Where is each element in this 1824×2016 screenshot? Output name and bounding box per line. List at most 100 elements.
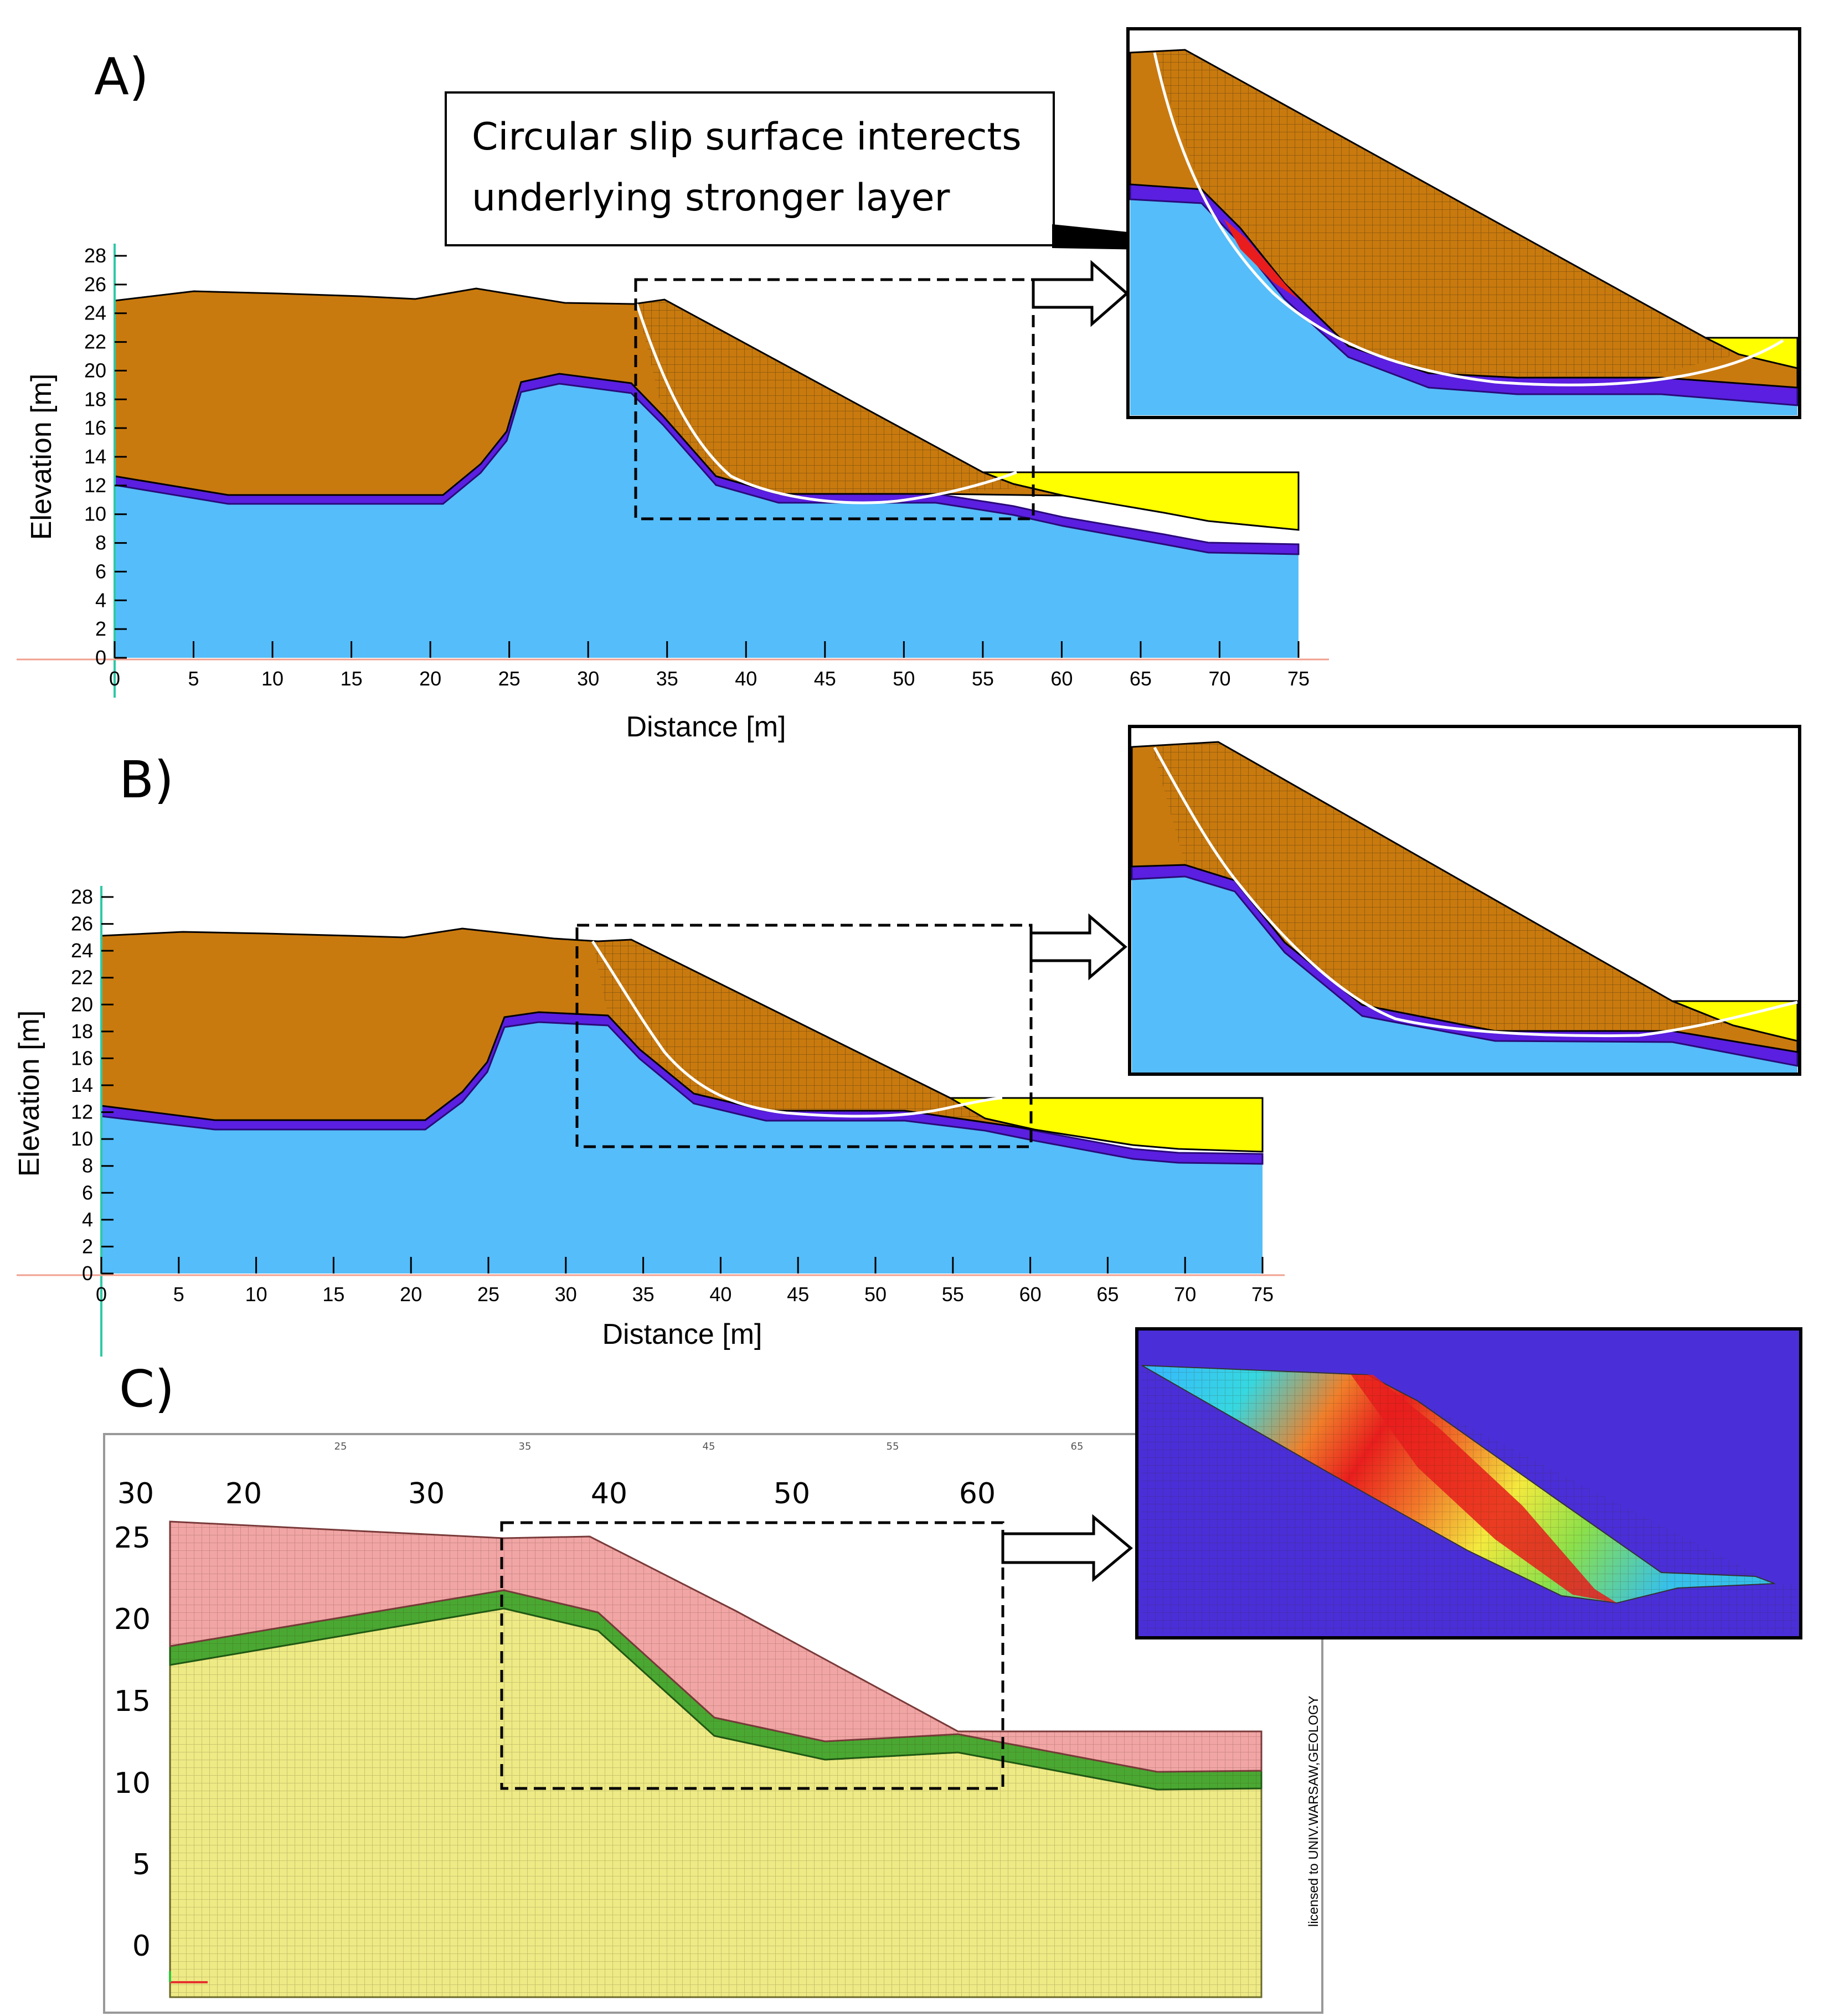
panel-a-y-tick-label: 28 — [84, 244, 106, 267]
inset-a-bedrock — [1130, 199, 1797, 415]
panel-c-left-label: 10 — [114, 1767, 151, 1800]
panel-b-y-tick-label: 22 — [71, 966, 93, 989]
panel-a-x-tick-label: 0 — [109, 667, 120, 690]
panel-b-x-tick-label: 30 — [555, 1283, 577, 1306]
panel-a-x-tick-label: 15 — [341, 667, 363, 690]
inset-b-slip-surface — [1153, 746, 1798, 1038]
inset-c-mesh-grid — [1142, 1365, 1797, 1633]
panel-a-bedrock — [115, 384, 1299, 658]
panel-a-y-tick-label: 8 — [95, 532, 106, 554]
panel-a-x-tick-label: 10 — [261, 667, 284, 690]
panel-b-x-tick-label: 45 — [787, 1283, 809, 1306]
panel-b-x-tick-label: 25 — [477, 1283, 499, 1306]
panel-c-left-label: 15 — [114, 1685, 151, 1718]
panel-a-x-tick-label: 75 — [1287, 667, 1310, 690]
panel-a-y-tick-label: 24 — [84, 302, 106, 324]
panel-b-x-tick-label: 5 — [173, 1283, 184, 1306]
panel-b-slip-surface — [591, 940, 1003, 1118]
panel-a-x-tick-label: 70 — [1208, 667, 1230, 690]
panel-a-x-tick-label: 35 — [656, 667, 678, 690]
panel-c-top-minor-label: 25 — [334, 1441, 347, 1452]
panel-a-slip-surface — [635, 303, 1017, 504]
panel-b-x-tick-label: 50 — [864, 1283, 887, 1306]
panel-c-left-label: 0 — [132, 1930, 151, 1963]
panel-b-chart: 0 5 10 15 20 25 30 35 40 45 50 55 60 65 70 75 024681012… — [13, 885, 1285, 1357]
inset-c — [1135, 1327, 1802, 1639]
panel-b-x-tick-label: 70 — [1174, 1283, 1196, 1306]
panel-c-top-label: 60 — [959, 1477, 996, 1510]
panel-b-x-tick-label: 10 — [245, 1283, 267, 1306]
panel-a-slice-hatching — [637, 300, 1030, 494]
panel-a-x-ticks: 0 5 10 15 20 25 30 35 40 45 50 55 60 65 70 75 — [109, 641, 1310, 690]
panel-a-y-tick-label: 2 — [95, 617, 106, 640]
panel-b-y-tick-label: 18 — [71, 1020, 93, 1043]
panel-a-y-tick-label: 18 — [84, 388, 106, 410]
panel-b-x-tick-label: 65 — [1096, 1283, 1119, 1306]
panel-b-zoom-arrow[interactable] — [1029, 913, 1127, 981]
inset-a-slice-hatching — [1152, 50, 1739, 378]
panel-c-left-axis: 25 20 15 10 5 0 — [114, 1522, 151, 1963]
panel-a-label: A) — [94, 47, 149, 106]
inset-b-slice-hatching — [1152, 742, 1733, 1031]
inset-a-slip-surface — [1153, 52, 1784, 386]
panel-b-y-tick-label: 14 — [71, 1074, 93, 1096]
panel-c-top-minor-axis: 25 35 45 55 65 — [334, 1441, 1084, 1452]
panel-a-zoom-box — [634, 278, 1035, 520]
panel-b-y-tick-label: 26 — [71, 912, 93, 935]
panel-c-mesh-grid — [170, 1522, 1261, 1997]
panel-c-top-label: 30 — [408, 1477, 445, 1510]
panel-a-x-tick-label: 40 — [735, 667, 757, 690]
panel-b-x-tick-label: 35 — [632, 1283, 655, 1306]
panel-b-x-title: Distance [m] — [602, 1318, 762, 1350]
panel-c-top-label: 50 — [774, 1477, 810, 1510]
panel-c-top-axis: 30 20 30 40 50 60 — [117, 1477, 996, 1510]
panel-c-top-label: 40 — [591, 1477, 627, 1510]
inset-a — [1126, 27, 1801, 419]
panel-a-x-tick-label: 5 — [188, 667, 199, 690]
panel-a-x-tick-label: 60 — [1050, 667, 1073, 690]
panel-a-y-tick-label: 14 — [84, 445, 106, 468]
inset-b — [1128, 725, 1801, 1076]
callout-line-2: underlying stronger layer — [472, 176, 950, 220]
panel-b-x-tick-label: 75 — [1251, 1283, 1274, 1306]
panel-b-y-tick-label: 16 — [71, 1046, 93, 1069]
panel-b-y-tick-label: 4 — [82, 1208, 93, 1231]
panel-b-y-tick-label: 8 — [82, 1154, 93, 1177]
panel-b-y-tick-label: 10 — [71, 1127, 93, 1150]
panel-b-x-tick-label: 55 — [942, 1283, 964, 1306]
callout-box: Circular slip surface interects underlyi… — [445, 91, 1055, 246]
callout-line-1: Circular slip surface interects — [472, 115, 1022, 159]
panel-b-slice-hatching — [592, 940, 985, 1118]
panel-a-y-tick-label: 10 — [84, 503, 106, 525]
panel-b-y-tick-label: 0 — [82, 1262, 93, 1285]
panel-a-y-tick-label: 26 — [84, 273, 106, 296]
panel-a-y-tick-label: 22 — [84, 331, 106, 353]
panel-a-y-tick-label: 0 — [95, 646, 106, 669]
panel-b-y-tick-label: 24 — [71, 939, 93, 962]
panel-a-y-tick-label: 12 — [84, 474, 106, 497]
panel-b-y-tick-label: 20 — [71, 993, 93, 1015]
panel-c-top-label: 20 — [225, 1477, 262, 1510]
panel-c-zoom-arrow[interactable] — [1001, 1514, 1133, 1582]
panel-c-left-label: 20 — [114, 1603, 151, 1636]
panel-a-x-tick-label: 65 — [1130, 667, 1152, 690]
panel-b-x-tick-label: 0 — [96, 1283, 107, 1306]
panel-a-y-tick-label: 4 — [95, 589, 106, 611]
panel-a-zoom-arrow[interactable] — [1032, 260, 1129, 327]
panel-c-top-minor-label: 55 — [887, 1441, 899, 1452]
panel-a-x-title: Distance [m] — [626, 711, 786, 743]
panel-c-left-label: 5 — [132, 1848, 151, 1881]
panel-c-label: C) — [119, 1359, 174, 1419]
panel-b-y-tick-label: 6 — [82, 1181, 93, 1204]
panel-a-x-tick-label: 45 — [814, 667, 836, 690]
panel-b-x-ticks: 0 5 10 15 20 25 30 35 40 45 50 55 60 65 70 75 — [96, 1257, 1274, 1306]
panel-a-x-tick-label: 20 — [419, 667, 441, 690]
panel-b-zoom-box — [575, 924, 1033, 1148]
panel-b-x-tick-label: 15 — [322, 1283, 344, 1306]
inset-a-failure-zone — [1224, 219, 1299, 299]
panel-c-top-label: 30 — [117, 1477, 154, 1510]
inset-b-bedrock — [1132, 876, 1797, 1073]
